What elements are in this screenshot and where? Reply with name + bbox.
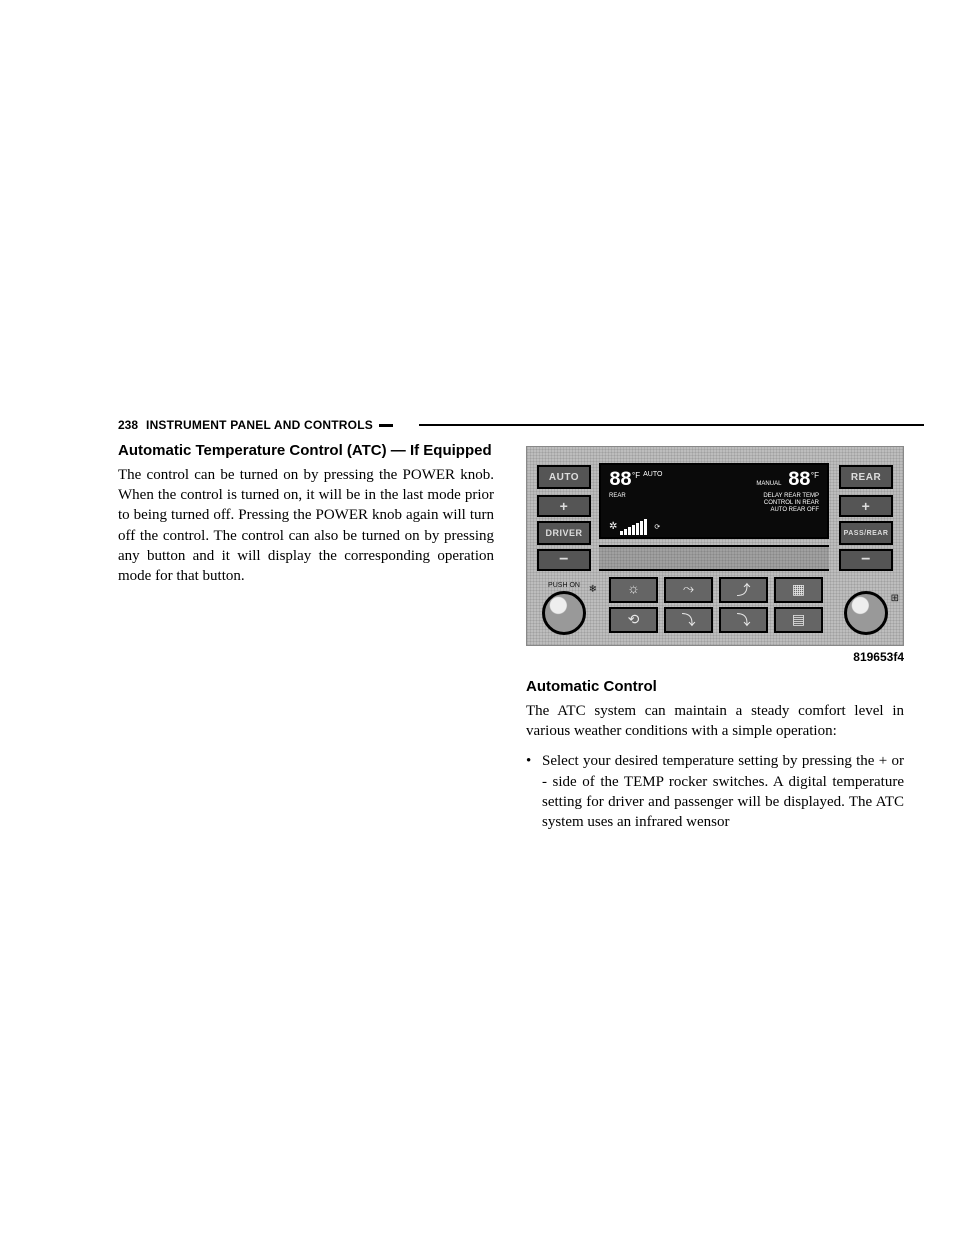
lcd-line-3: AUTO REAR OFF — [763, 507, 819, 514]
recirc-icon: ⟳ — [654, 523, 660, 531]
rear-button: REAR — [839, 465, 893, 489]
pass-temp-up-button: + — [839, 495, 893, 517]
lcd-line-1: DELAY REAR TEMP — [763, 493, 819, 500]
mode-btn-bilevel: ⤳ — [664, 577, 713, 603]
mode-btn-mix: ⤴ — [719, 577, 768, 603]
auto-button: AUTO — [537, 465, 591, 489]
driver-temp-value: 88 — [609, 469, 631, 492]
power-knob-group: PUSH ON ❄ — [533, 582, 595, 635]
mode-btn-floor: ⤵ — [664, 607, 713, 633]
driver-temp-unit: °F — [632, 471, 640, 480]
bullet-list: Select your desired temperature setting … — [526, 751, 904, 832]
lcd-manual-label: MANUAL — [756, 481, 781, 487]
page-number: 238 — [118, 418, 138, 432]
atc-control-figure: AUTO + DRIVER − REAR + PASS/REAR − 88°FA… — [526, 446, 904, 646]
driver-temp-up-button: + — [537, 495, 591, 517]
lcd-line-2: CONTROL IN REAR — [763, 500, 819, 507]
atc-heading: Automatic Temperature Control (ATC) — If… — [118, 442, 494, 461]
mode-btn-defog: ⤵ — [719, 607, 768, 633]
right-column: AUTO + DRIVER − REAR + PASS/REAR − 88°FA… — [526, 442, 904, 832]
mode-btn-front-defrost: ▦ — [774, 577, 823, 603]
lcd-auto-label: AUTO — [643, 471, 662, 478]
fan-speed-bars — [620, 519, 647, 535]
header-rule-long — [419, 424, 924, 426]
auto-control-heading: Automatic Control — [526, 678, 904, 697]
bullet-item-1: Select your desired temperature setting … — [526, 751, 904, 832]
pass-temp-value: 88 — [788, 469, 810, 492]
pass-temp-down-button: − — [839, 549, 893, 571]
pass-rear-button: PASS/REAR — [839, 521, 893, 545]
snowflake-icon: ❄ — [589, 584, 597, 595]
mode-button-row: ☼ ⟲ ⤳ ⤵ ⤴ ⤵ ▦ ▤ — [609, 577, 823, 633]
mode-knob-group: ⊞ — [835, 591, 897, 635]
mode-btn-recirc: ⟲ — [609, 607, 658, 633]
lcd-display: 88°FAUTO MANUAL 88°F REAR DELAY REAR TEM… — [599, 463, 829, 539]
driver-temp-down-button: − — [537, 549, 591, 571]
fan-icon: ✲ — [609, 521, 617, 532]
header-rule-short — [379, 424, 393, 427]
mode-knob — [844, 591, 888, 635]
pass-temp-unit: °F — [811, 471, 819, 480]
power-knob — [542, 591, 586, 635]
power-knob-label: PUSH ON — [533, 582, 595, 589]
page-header: 238 INSTRUMENT PANEL AND CONTROLS — [118, 418, 904, 432]
mode-btn-panel: ☼ — [609, 577, 658, 603]
driver-button: DRIVER — [537, 521, 591, 545]
figure-id: 819653f4 — [526, 650, 904, 664]
auto-control-paragraph: The ATC system can maintain a steady com… — [526, 701, 904, 742]
atc-paragraph: The control can be turned on by pressing… — [118, 465, 494, 587]
lcd-rear-label: REAR — [609, 493, 626, 515]
mode-btn-rear-defrost: ▤ — [774, 607, 823, 633]
panel-trim — [599, 545, 829, 571]
section-title: INSTRUMENT PANEL AND CONTROLS — [146, 418, 373, 432]
defrost-grid-icon: ⊞ — [891, 593, 899, 604]
left-column: Automatic Temperature Control (ATC) — If… — [118, 442, 494, 832]
